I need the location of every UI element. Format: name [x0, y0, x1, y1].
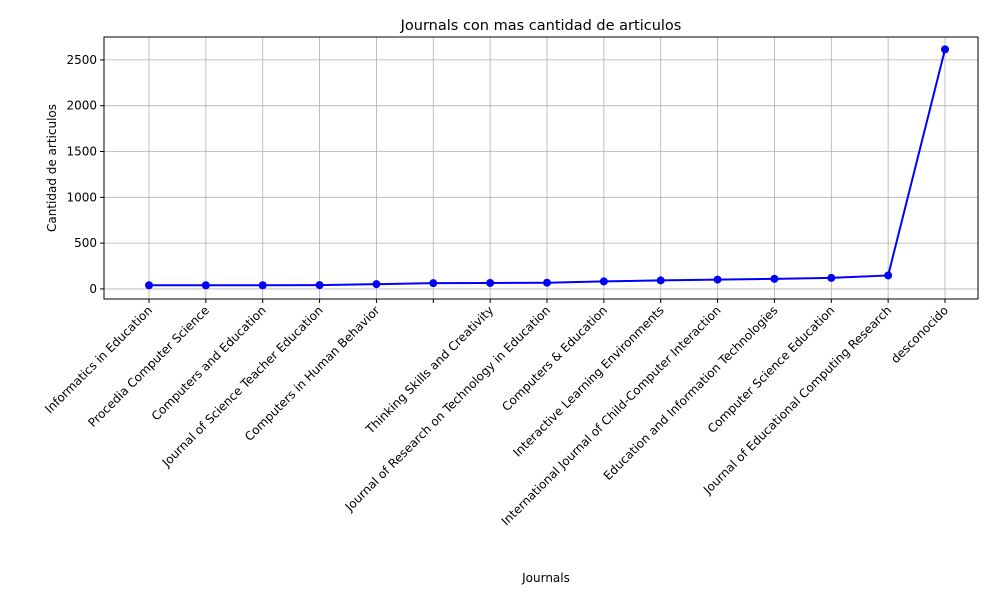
- y-tick-label: 1000: [66, 190, 97, 204]
- data-point: [713, 275, 722, 284]
- chart-title: Journals con mas cantidad de articulos: [400, 18, 682, 34]
- y-tick-label: 2000: [66, 99, 97, 113]
- x-tick-label: desconocido: [888, 303, 951, 366]
- data-point: [486, 278, 495, 287]
- x-tick-label: Computers and Education: [149, 303, 269, 423]
- x-axis-label: Journals: [521, 571, 570, 585]
- data-point: [145, 281, 153, 290]
- data-point: [827, 273, 836, 282]
- x-tick-label: Journal of Research on Technology in Edu…: [342, 303, 553, 514]
- data-point: [543, 278, 551, 287]
- y-tick-label: 2500: [66, 53, 97, 67]
- y-axis-label: Cantidad de articulos: [45, 104, 59, 232]
- data-point: [372, 280, 381, 289]
- y-tick-label: 500: [74, 236, 97, 250]
- y-tick-label: 1500: [66, 145, 97, 159]
- plot-frame: [103, 36, 979, 300]
- y-tick-label: 0: [89, 282, 97, 296]
- data-point: [884, 271, 893, 280]
- x-tick-label: Informatics in Education: [42, 303, 155, 416]
- data-point: [599, 277, 608, 286]
- data-point: [201, 281, 210, 290]
- x-tick-label: Procedia Computer Science: [85, 303, 212, 430]
- x-tick-label: Computers & Education: [499, 303, 610, 414]
- data-point: [770, 274, 779, 283]
- data-point: [941, 45, 949, 54]
- data-point: [429, 279, 438, 288]
- data-point: [258, 281, 267, 290]
- data-point: [656, 276, 665, 285]
- data-point: [315, 281, 324, 290]
- x-tick-label: International Journal of Child-Computer …: [499, 303, 724, 528]
